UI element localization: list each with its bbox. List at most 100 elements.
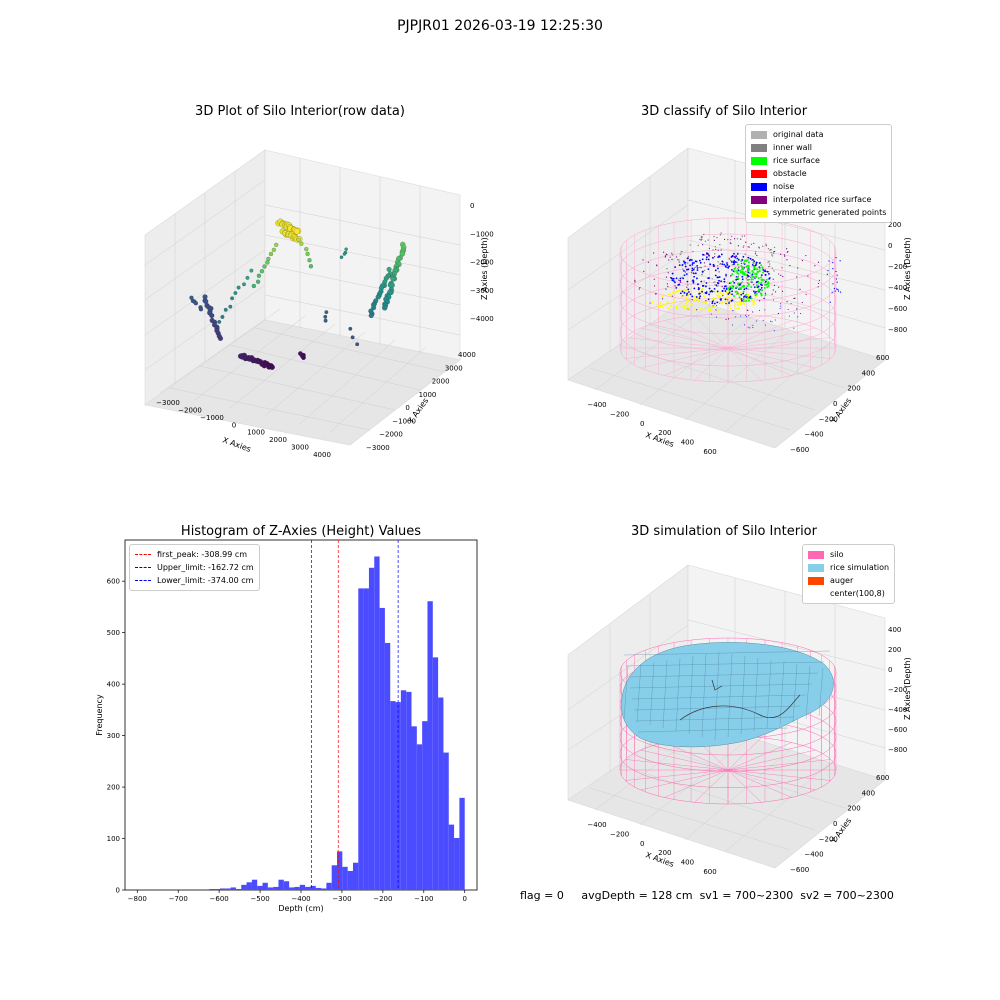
classified-point [748,314,750,316]
classified-point [705,285,707,288]
scatter-point [287,225,294,232]
classified-point [733,255,736,258]
classified-point [739,283,742,286]
scatter-point [307,258,312,263]
classified-point [832,268,834,270]
histogram-xtick-label: −300 [332,895,351,903]
legend-label: noise [773,182,795,191]
classified-point [747,293,750,296]
classified-point [768,272,770,275]
scatter-point [262,360,268,366]
panel1-ytick: 3000 [445,364,463,372]
classified-point [716,285,718,287]
classified-point [787,251,789,253]
histogram-ytick-label: 400 [107,681,120,689]
classified-point [773,270,775,272]
classified-point [755,281,758,284]
histogram-bar [347,870,353,890]
classified-point [657,305,660,308]
cylinder-ring [619,297,837,367]
classified-point [834,290,836,292]
classified-point [773,251,775,253]
classified-point [704,292,707,294]
classified-point [761,284,763,287]
classified-point [687,257,689,259]
classified-point [717,295,721,298]
classified-point [740,293,743,296]
panel2-zlabel: Z Axies (Depth) [903,237,912,300]
classified-point [748,272,751,275]
cylinder-ring [619,670,837,739]
classified-point [698,288,701,290]
classified-point [724,290,727,292]
classified-point [755,263,758,265]
panel1-title: 3D Plot of Silo Interior(row data) [195,104,405,119]
scatter-point [230,296,234,301]
classified-point [731,290,734,293]
classified-point [752,261,754,264]
classified-point [675,286,678,289]
classified-point [734,261,736,263]
scatter-point [400,244,407,251]
classified-point [747,288,749,290]
scatter-point [380,283,386,289]
classified-point [735,255,738,257]
panel4-ytick: 400 [862,789,875,797]
histogram-ytick-label: 200 [107,784,120,792]
classified-point [746,274,748,276]
legend-entry: first_peak: -308.99 cm [135,548,254,561]
classified-point [831,291,833,294]
scatter-point [392,268,398,274]
legend-label: rice surface [773,156,820,165]
classified-point [752,271,755,274]
classified-point [676,258,679,261]
scatter-point [378,285,384,291]
classified-point [735,278,738,281]
classified-point [667,307,670,310]
classified-point [746,274,749,277]
histogram-bar [225,888,231,890]
histogram-xtick-label: −800 [128,895,147,903]
classified-point [839,291,842,293]
classified-point [719,234,722,236]
scatter-point [190,298,196,303]
histogram-xtick-label: −200 [373,895,392,903]
classified-point [710,289,713,292]
panel4-xtick: −400 [587,821,606,829]
rice-simulation-surface [621,642,834,748]
classified-point [837,288,839,291]
classified-point [747,275,750,278]
panel2-xtick: 400 [681,439,694,447]
classified-point [835,270,837,273]
classified-point [725,274,727,277]
classified-point [754,265,757,267]
cylinder-ring [619,703,837,772]
histogram-bar [432,657,439,890]
histogram-bar [278,879,284,890]
panel2-legend: original data inner wall rice surface obsta… [745,124,893,223]
panel2-xticks: −400 −200 0 200 400 600 [587,401,716,456]
cylinder-spoke [727,737,762,771]
classified-point [744,299,747,302]
classified-point [691,262,694,264]
classified-point [754,294,758,297]
classified-point [743,288,746,291]
classified-point [692,272,695,275]
classified-point [758,266,761,269]
classified-point [758,262,761,265]
classified-point [745,277,747,280]
classified-point [801,301,803,304]
scatter-point [202,294,208,300]
scatter-point [255,358,262,365]
scatter-point [371,302,377,308]
classified-point [741,266,744,269]
histogram-reference-lines [311,540,399,890]
classified-point [717,264,719,267]
cylinder-spoke [694,769,729,803]
classified-point [649,302,651,304]
classified-point [715,284,718,286]
classified-point [747,326,749,328]
classified-point [700,290,703,293]
classified-point [738,297,742,300]
classified-point [686,268,688,271]
